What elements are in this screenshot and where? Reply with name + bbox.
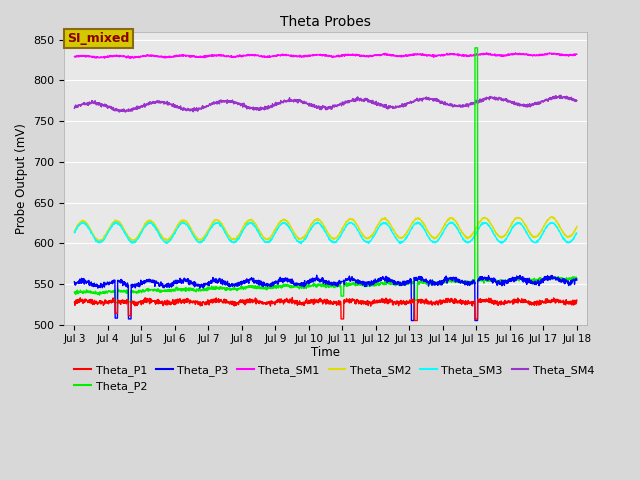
Theta_SM4 xyxy=(315,103,323,109)
Theta_SM4 xyxy=(559,95,566,100)
Theta_SM3 xyxy=(302,235,310,241)
Theta_SM1 xyxy=(559,52,566,58)
Theta_P1 xyxy=(70,300,78,305)
Theta_P3 xyxy=(301,281,309,287)
Y-axis label: Probe Output (mV): Probe Output (mV) xyxy=(15,123,28,234)
Legend: Theta_P1, Theta_P2, Theta_P3, Theta_SM1, Theta_SM2, Theta_SM3, Theta_SM4: Theta_P1, Theta_P2, Theta_P3, Theta_SM1,… xyxy=(70,360,598,396)
Theta_SM3 xyxy=(70,229,78,235)
Theta_SM3 xyxy=(467,239,474,244)
Line: Theta_SM2: Theta_SM2 xyxy=(74,217,577,241)
Theta_SM3 xyxy=(413,219,421,225)
Theta_P1 xyxy=(411,318,419,324)
Theta_P2 xyxy=(559,275,566,281)
Theta_SM3 xyxy=(297,241,305,247)
Theta_SM4 xyxy=(556,92,564,98)
Theta_P3 xyxy=(559,276,566,282)
Theta_SM1 xyxy=(315,52,323,58)
Theta_P3 xyxy=(315,277,323,283)
Theta_SM3 xyxy=(559,235,566,240)
Theta_SM2 xyxy=(302,232,310,238)
Theta_P3 xyxy=(96,285,104,290)
Theta_P3 xyxy=(467,280,474,286)
Theta_SM2 xyxy=(559,228,566,234)
Theta_P1 xyxy=(573,297,580,303)
Theta_P2 xyxy=(315,281,323,287)
Theta_SM4 xyxy=(122,109,129,115)
Line: Theta_P3: Theta_P3 xyxy=(74,275,577,321)
Theta_P2 xyxy=(70,289,78,295)
Theta_SM1 xyxy=(302,53,310,59)
Theta_P3 xyxy=(573,277,580,283)
Theta_P1 xyxy=(302,300,310,306)
Theta_SM2 xyxy=(96,237,104,243)
Theta_SM3 xyxy=(315,220,323,226)
Theta_SM1 xyxy=(130,55,138,61)
Theta_SM4 xyxy=(302,100,310,106)
Theta_P1 xyxy=(289,295,296,300)
Title: Theta Probes: Theta Probes xyxy=(280,15,371,29)
Theta_SM1 xyxy=(467,52,474,58)
Theta_SM2 xyxy=(130,239,138,244)
Theta_P2 xyxy=(467,279,474,285)
Theta_SM3 xyxy=(559,234,566,240)
Theta_P1 xyxy=(96,300,104,306)
Theta_SM4 xyxy=(96,102,104,108)
Line: Theta_SM4: Theta_SM4 xyxy=(74,95,577,112)
Line: Theta_P2: Theta_P2 xyxy=(74,48,577,302)
Theta_SM2 xyxy=(573,224,580,229)
Theta_SM2 xyxy=(548,214,556,220)
Theta_SM1 xyxy=(559,51,566,57)
Theta_P2 xyxy=(471,45,479,51)
X-axis label: Time: Time xyxy=(311,346,340,359)
Theta_P2 xyxy=(573,276,580,282)
Theta_SM2 xyxy=(559,228,566,234)
Theta_SM4 xyxy=(573,97,580,103)
Theta_SM2 xyxy=(467,234,474,240)
Theta_SM4 xyxy=(467,101,474,107)
Theta_P1 xyxy=(315,298,323,303)
Theta_SM1 xyxy=(573,51,580,57)
Theta_P2 xyxy=(111,300,119,305)
Line: Theta_P1: Theta_P1 xyxy=(74,298,577,321)
Theta_SM1 xyxy=(96,55,104,60)
Theta_SM1 xyxy=(546,50,554,56)
Theta_P3 xyxy=(559,279,566,285)
Theta_SM3 xyxy=(96,238,104,244)
Theta_P2 xyxy=(559,276,566,282)
Theta_SM1 xyxy=(70,54,78,60)
Text: SI_mixed: SI_mixed xyxy=(67,32,129,45)
Theta_SM4 xyxy=(70,106,78,111)
Theta_SM3 xyxy=(573,230,580,236)
Theta_SM2 xyxy=(70,229,78,235)
Theta_P2 xyxy=(96,289,104,295)
Line: Theta_SM1: Theta_SM1 xyxy=(74,53,577,58)
Theta_SM2 xyxy=(315,217,323,223)
Theta_P1 xyxy=(559,300,566,305)
Theta_P3 xyxy=(313,272,321,278)
Line: Theta_SM3: Theta_SM3 xyxy=(74,222,577,244)
Theta_P3 xyxy=(408,318,415,324)
Theta_SM4 xyxy=(559,96,566,101)
Theta_P1 xyxy=(467,299,474,305)
Theta_P1 xyxy=(559,299,566,304)
Theta_P2 xyxy=(302,284,310,289)
Theta_P3 xyxy=(70,279,78,285)
